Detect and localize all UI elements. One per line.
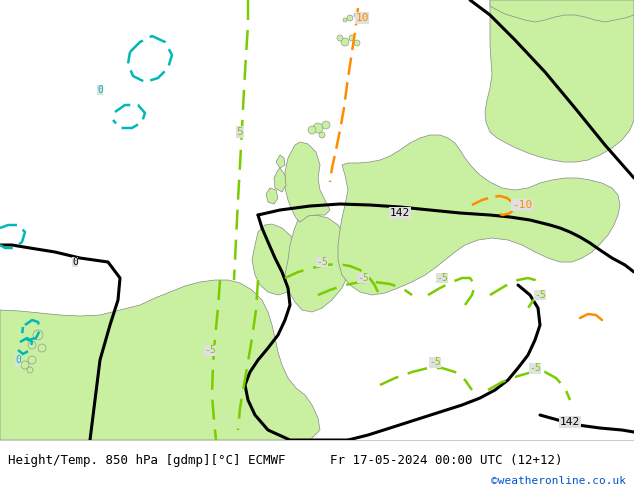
Circle shape: [349, 35, 355, 41]
Text: 0: 0: [72, 257, 78, 267]
Polygon shape: [485, 0, 634, 162]
Text: -5: -5: [357, 273, 369, 283]
Text: -5: -5: [534, 290, 546, 300]
Circle shape: [337, 35, 343, 41]
Circle shape: [33, 330, 43, 340]
Text: 142: 142: [390, 208, 410, 218]
Circle shape: [21, 361, 29, 369]
Polygon shape: [276, 155, 285, 168]
Text: -5: -5: [204, 345, 216, 355]
Circle shape: [28, 341, 36, 349]
Text: Fr 17-05-2024 00:00 UTC (12+12): Fr 17-05-2024 00:00 UTC (12+12): [330, 454, 562, 467]
Circle shape: [343, 18, 347, 22]
Text: 0: 0: [97, 85, 103, 95]
Polygon shape: [490, 0, 634, 22]
Text: -5: -5: [436, 273, 448, 283]
Circle shape: [354, 13, 358, 17]
Text: 142: 142: [560, 417, 580, 427]
Circle shape: [354, 40, 360, 46]
Polygon shape: [338, 135, 620, 295]
Circle shape: [313, 123, 323, 133]
Text: 0: 0: [15, 355, 21, 365]
Polygon shape: [285, 215, 352, 312]
Text: Height/Temp. 850 hPa [gdmp][°C] ECMWF: Height/Temp. 850 hPa [gdmp][°C] ECMWF: [8, 454, 285, 467]
Polygon shape: [274, 168, 286, 192]
Text: 10: 10: [355, 13, 369, 23]
Polygon shape: [0, 280, 320, 440]
Circle shape: [322, 121, 330, 129]
Text: -5: -5: [316, 257, 328, 267]
Circle shape: [38, 344, 46, 352]
Polygon shape: [285, 142, 330, 222]
Circle shape: [27, 367, 33, 373]
Polygon shape: [266, 188, 278, 204]
Circle shape: [28, 356, 36, 364]
Text: -10: -10: [512, 200, 532, 210]
Circle shape: [347, 15, 353, 21]
Circle shape: [319, 132, 325, 138]
Text: ©weatheronline.co.uk: ©weatheronline.co.uk: [491, 476, 626, 486]
Polygon shape: [426, 153, 452, 182]
Polygon shape: [252, 224, 300, 295]
Circle shape: [341, 38, 349, 46]
Text: -5: -5: [429, 357, 441, 367]
Text: 5: 5: [236, 127, 243, 137]
Text: -5: -5: [529, 363, 541, 373]
Circle shape: [308, 126, 316, 134]
